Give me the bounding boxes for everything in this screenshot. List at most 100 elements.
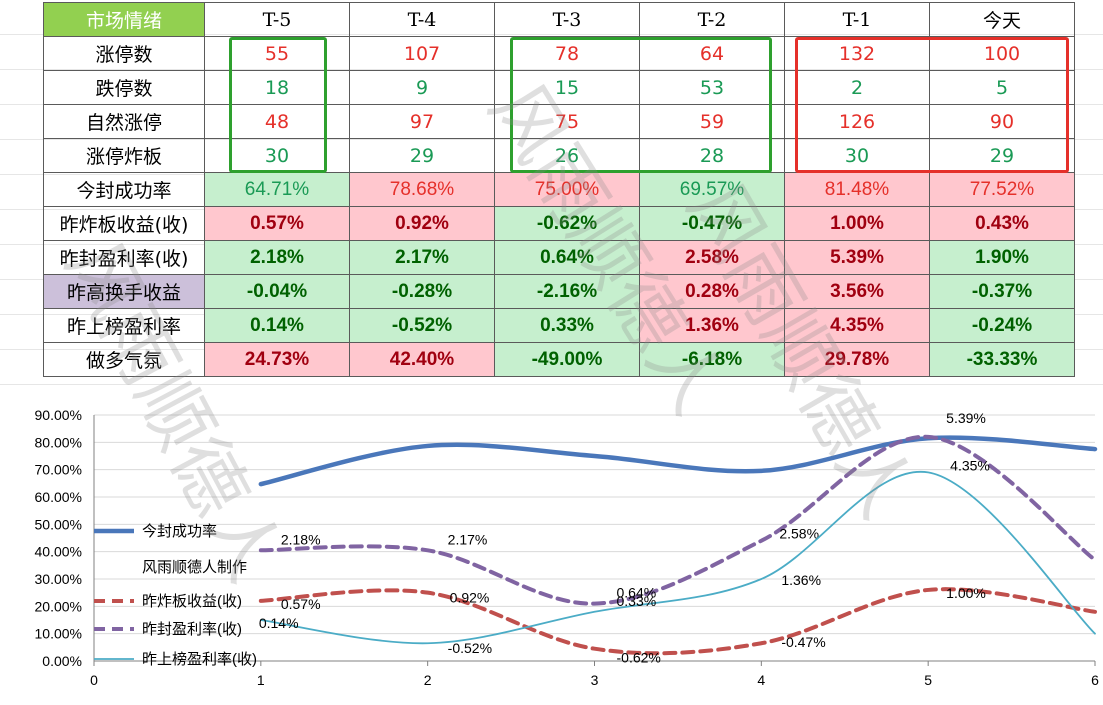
table-header-row: 市场情绪 T-5 T-4 T-3 T-2 T-1 今天 [43, 2, 1075, 37]
sentiment-line-chart: 0.00% 10.00% 20.00% 30.00% 40.00% 50.00% 60.00… [35, 407, 1100, 688]
y-tick-label: 20.00% [35, 598, 82, 614]
legend-note: 风雨顺德人制作 [142, 558, 247, 576]
series-line [259, 470, 1096, 645]
percent-cell: 78.68% [349, 172, 495, 207]
x-tick-label: 6 [1091, 672, 1099, 688]
percent-cell: 1.00% [784, 206, 930, 241]
percent-cell: 2.58% [639, 240, 785, 275]
y-tick-label: 80.00% [35, 434, 82, 450]
header-cell: T-3 [494, 2, 640, 37]
count-cell: 15 [494, 70, 640, 105]
count-cell: 29 [349, 138, 495, 173]
percent-cell: 0.64% [494, 240, 640, 275]
percent-cell: 0.43% [929, 206, 1075, 241]
percent-cell: 75.00% [494, 172, 640, 207]
data-label: 2.58% [779, 526, 819, 542]
legend-label: 昨封盈利率(收) [142, 621, 242, 638]
series-line [258, 434, 1097, 606]
percent-cell: -0.04% [204, 274, 350, 309]
percent-cell: -0.24% [929, 308, 1075, 343]
percent-cell: 3.56% [784, 274, 930, 309]
table-row: 昨上榜盈利率 0.14% -0.52% 0.33% 1.36% 4.35% -0.24% [43, 308, 1075, 343]
count-cell: 48 [204, 104, 350, 139]
data-label: 2.18% [281, 531, 321, 547]
count-cell: 59 [639, 104, 785, 139]
row-label: 昨炸板收益(收) [43, 206, 205, 241]
x-tick-label: 3 [591, 672, 599, 688]
percent-cell: 5.39% [784, 240, 930, 275]
table-row: 昨封盈利率(收) 2.18% 2.17% 0.64% 2.58% 5.39% 1.90% [43, 240, 1075, 275]
count-cell: 2 [784, 70, 930, 105]
table-row: 今封成功率 64.71% 78.68% 75.00% 69.57% 81.48% 77.52… [43, 172, 1075, 207]
count-cell: 64 [639, 36, 785, 71]
percent-cell: 2.17% [349, 240, 495, 275]
table-row: 涨停炸板 30 29 26 28 30 29 [43, 138, 1075, 173]
row-label: 跌停数 [43, 70, 205, 105]
count-cell: 90 [929, 104, 1075, 139]
data-label: 4.35% [950, 457, 990, 473]
count-cell: 97 [349, 104, 495, 139]
row-label: 今封成功率 [43, 172, 205, 207]
count-cell: 28 [639, 138, 785, 173]
percent-cell: 2.18% [204, 240, 350, 275]
legend-label: 今封成功率 [142, 523, 217, 540]
percent-cell: 81.48% [784, 172, 930, 207]
data-label: 1.00% [946, 585, 986, 601]
percent-cell: 0.33% [494, 308, 640, 343]
series-line [258, 587, 1097, 656]
count-cell: 30 [204, 138, 350, 173]
percent-cell: 0.57% [204, 206, 350, 241]
row-label: 涨停炸板 [43, 138, 205, 173]
count-cell: 132 [784, 36, 930, 71]
table-row: 做多气氛 24.73% 42.40% -49.00% -6.18% 29.78% -33.3… [43, 342, 1075, 377]
count-cell: 75 [494, 104, 640, 139]
count-cell: 5 [929, 70, 1075, 105]
y-tick-label: 60.00% [35, 489, 82, 505]
count-cell: 107 [349, 36, 495, 71]
spreadsheet-area: 市场情绪 T-5 T-4 T-3 T-2 T-1 今天 涨停数 55 107 78 64 132 100 跌… [0, 0, 1103, 388]
percent-cell: 4.35% [784, 308, 930, 343]
header-cell: 今天 [929, 2, 1075, 37]
percent-cell: 24.73% [204, 342, 350, 377]
series-line [258, 435, 1098, 487]
header-cell: T-1 [784, 2, 930, 37]
count-cell: 126 [784, 104, 930, 139]
x-tick-label: 2 [424, 672, 432, 688]
percent-cell: -33.33% [929, 342, 1075, 377]
percent-cell: -6.18% [639, 342, 785, 377]
count-cell: 100 [929, 36, 1075, 71]
data-label: 2.17% [448, 531, 488, 547]
x-tick-label: 1 [257, 672, 265, 688]
y-tick-label: 40.00% [35, 544, 82, 560]
header-cell: T-2 [639, 2, 785, 37]
count-cell: 26 [494, 138, 640, 173]
data-label: 0.14% [259, 615, 299, 631]
header-cell: T-5 [204, 2, 350, 37]
data-label: 0.92% [450, 590, 490, 606]
percent-cell: -0.52% [349, 308, 495, 343]
percent-cell: 0.92% [349, 206, 495, 241]
count-cell: 55 [204, 36, 350, 71]
percent-cell: 29.78% [784, 342, 930, 377]
table-row: 昨高换手收益 -0.04% -0.28% -2.16% 0.28% 3.56% -0.37% [43, 274, 1075, 309]
percent-cell: 0.14% [204, 308, 350, 343]
row-label: 涨停数 [43, 36, 205, 71]
y-tick-label: 30.00% [35, 571, 82, 587]
row-label: 昨高换手收益 [43, 274, 205, 309]
percent-cell: 0.28% [639, 274, 785, 309]
count-cell: 29 [929, 138, 1075, 173]
y-tick-label: 10.00% [35, 626, 82, 642]
count-cell: 30 [784, 138, 930, 173]
data-label: 5.39% [946, 410, 986, 426]
data-label: -0.62% [617, 650, 661, 666]
y-tick-label: 50.00% [35, 516, 82, 532]
row-label: 昨上榜盈利率 [43, 308, 205, 343]
percent-cell: -0.47% [639, 206, 785, 241]
legend-label: 昨上榜盈利率(收) [142, 651, 257, 668]
header-cell: 市场情绪 [43, 2, 205, 37]
y-tick-label: 70.00% [35, 462, 82, 478]
percent-cell: -0.28% [349, 274, 495, 309]
count-cell: 78 [494, 36, 640, 71]
percent-cell: 69.57% [639, 172, 785, 207]
count-cell: 53 [639, 70, 785, 105]
